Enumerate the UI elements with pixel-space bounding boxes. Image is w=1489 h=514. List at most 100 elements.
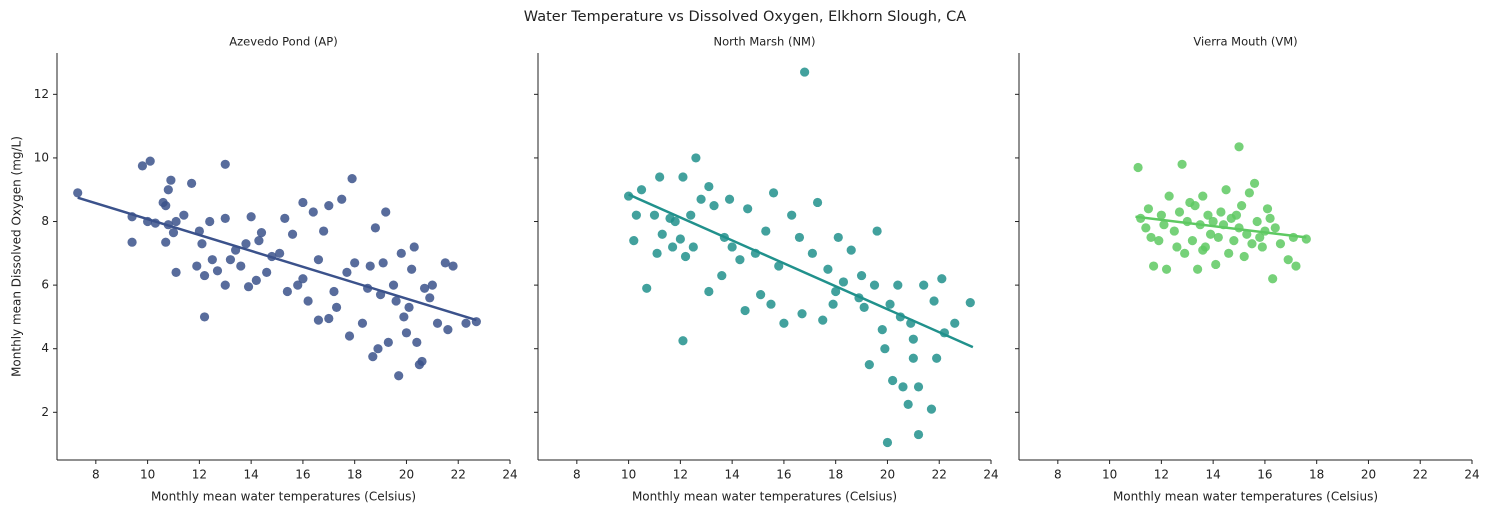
point: [329, 286, 339, 297]
point: [448, 261, 458, 271]
point: [678, 336, 688, 346]
point: [303, 296, 313, 306]
x-tick-label: 16: [1257, 468, 1272, 482]
point: [324, 313, 334, 324]
point: [166, 175, 176, 185]
point: [929, 296, 939, 306]
x-tick-label: 12: [1154, 468, 1169, 482]
point: [704, 181, 714, 192]
point: [205, 216, 215, 227]
point: [225, 255, 236, 265]
point: [319, 226, 329, 236]
x-tick-label: 8: [573, 468, 581, 482]
point: [161, 201, 171, 211]
point: [787, 210, 797, 220]
point: [161, 237, 171, 247]
point: [192, 261, 202, 271]
x-tick-label: 10: [140, 468, 155, 482]
point: [768, 188, 779, 198]
point: [220, 280, 230, 290]
point: [761, 226, 771, 236]
point: [313, 315, 324, 325]
point: [774, 261, 784, 271]
point: [717, 270, 727, 281]
point: [417, 356, 427, 367]
point: [440, 258, 450, 268]
point: [766, 299, 776, 309]
x-tick-label: 20: [880, 468, 895, 482]
point: [882, 437, 893, 448]
point: [898, 382, 908, 392]
x-axis-label: Monthly mean water temperatures (Celsius…: [1113, 490, 1378, 504]
x-tick-label: 18: [1309, 468, 1324, 482]
point: [179, 210, 189, 220]
point: [251, 275, 261, 285]
point: [220, 213, 230, 223]
x-tick-label: 10: [621, 468, 636, 482]
y-axis-label: Monthly mean Dissolved Oxygen (mg/L): [10, 136, 24, 377]
y-tick-label: 8: [41, 214, 49, 228]
point: [965, 298, 975, 308]
x-tick-label: 12: [673, 468, 688, 482]
point: [1205, 229, 1216, 239]
point: [864, 360, 874, 370]
panel-title: Vierra Mouth (VM): [1193, 35, 1297, 49]
point: [404, 302, 414, 312]
panel-title: Azevedo Pond (AP): [229, 35, 337, 49]
point: [779, 318, 789, 328]
point: [342, 267, 352, 277]
point: [838, 277, 849, 287]
point: [631, 210, 641, 220]
point: [220, 159, 230, 169]
point: [419, 283, 430, 293]
point: [880, 344, 890, 354]
point: [461, 318, 471, 328]
point: [412, 337, 422, 347]
x-tick-label: 22: [1413, 468, 1428, 482]
point: [1143, 204, 1154, 214]
point: [709, 201, 719, 211]
point: [1172, 242, 1182, 252]
point: [743, 204, 753, 214]
x-tick-label: 16: [295, 468, 310, 482]
point: [893, 280, 903, 290]
point: [298, 274, 308, 284]
point: [425, 293, 435, 303]
point: [163, 185, 173, 195]
point: [686, 210, 696, 220]
point: [1239, 251, 1249, 262]
point: [1247, 239, 1257, 249]
point: [1270, 223, 1280, 233]
point: [443, 325, 453, 335]
point: [903, 399, 913, 409]
point: [724, 194, 735, 204]
point: [807, 248, 817, 258]
point: [243, 282, 254, 292]
regression-line: [77, 196, 477, 322]
point: [926, 404, 937, 414]
x-tick-label: 12: [192, 468, 207, 482]
point: [888, 375, 898, 386]
point: [624, 191, 634, 201]
x-tick-label: 20: [399, 468, 414, 482]
point: [1161, 264, 1172, 274]
point: [1198, 245, 1208, 255]
y-tick-label: 4: [41, 341, 49, 355]
point: [275, 248, 285, 258]
point: [1268, 274, 1278, 284]
point: [828, 299, 838, 309]
point: [908, 353, 918, 363]
point: [187, 178, 197, 188]
point: [391, 296, 401, 306]
point: [794, 232, 805, 243]
point: [145, 156, 155, 166]
point: [212, 266, 223, 276]
point: [1213, 232, 1223, 243]
point: [913, 382, 924, 392]
point: [846, 245, 856, 255]
point: [636, 185, 647, 195]
point: [872, 226, 882, 236]
x-tick-label: 20: [1361, 468, 1376, 482]
panel-title: North Marsh (NM): [714, 35, 816, 49]
